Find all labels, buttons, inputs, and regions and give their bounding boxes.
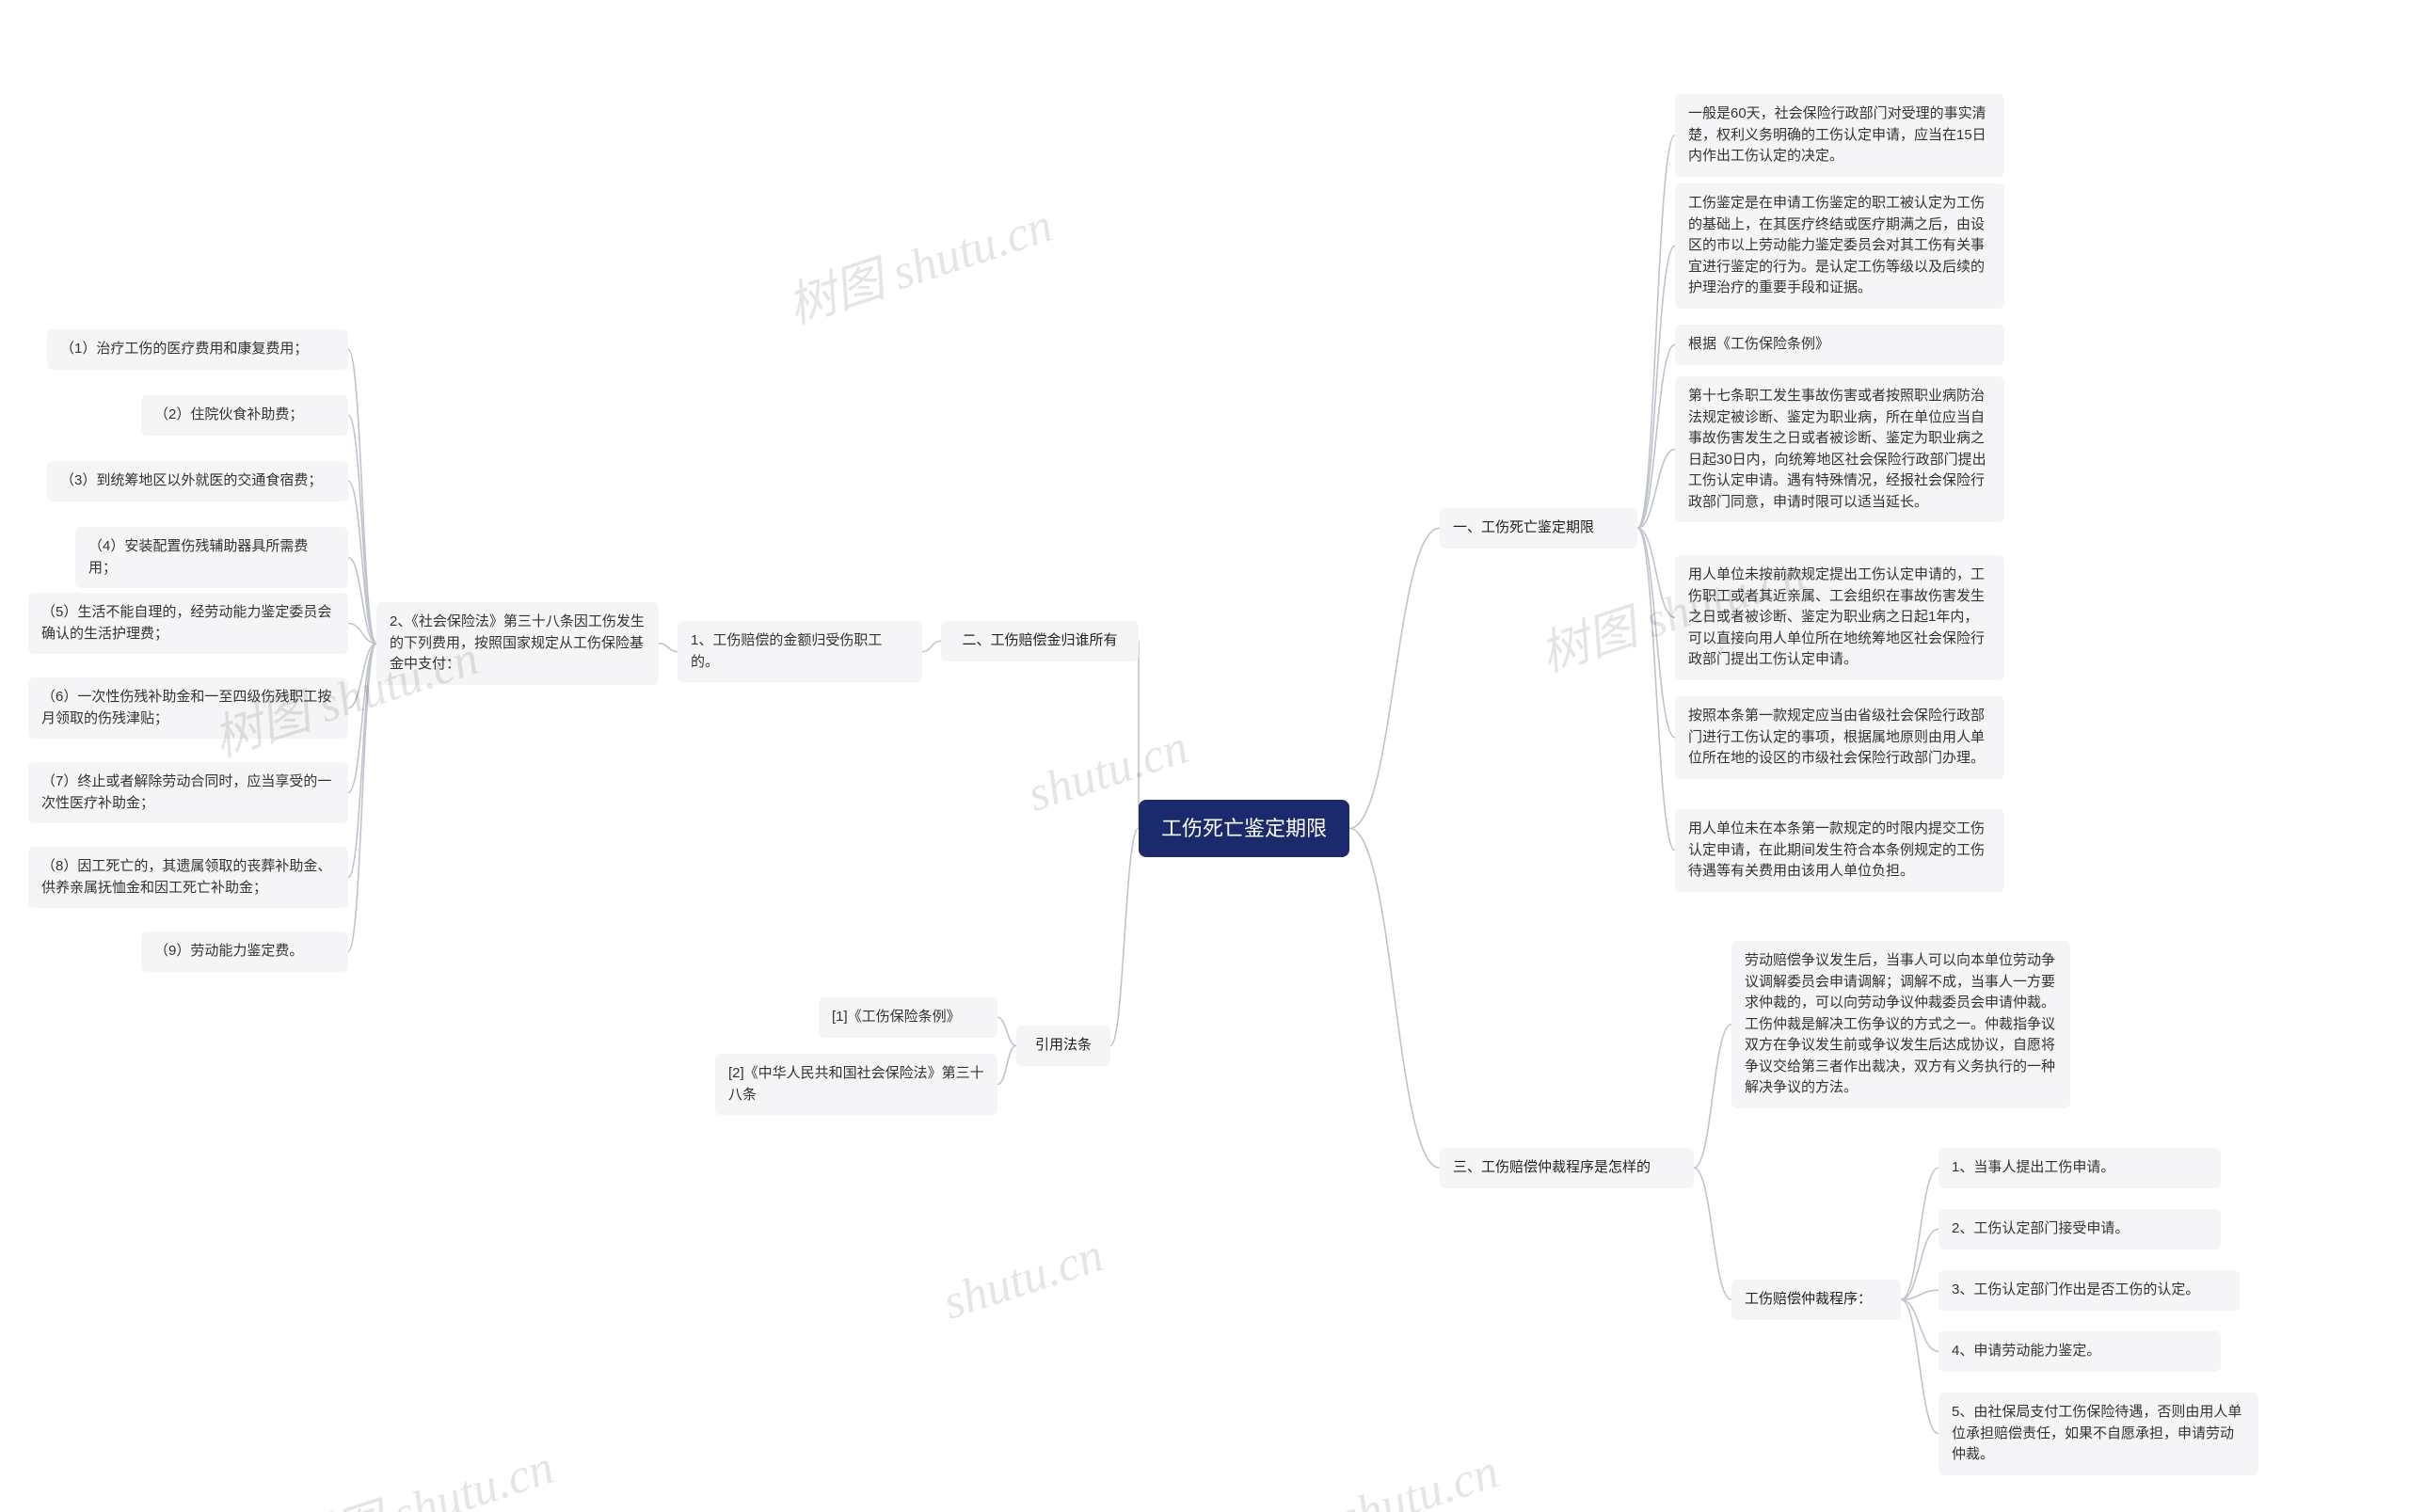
leaf-1-1-label: 工伤鉴定是在申请工伤鉴定的职工被认定为工伤的基础上，在其医疗终结或医疗期满之后，…	[1688, 195, 1985, 295]
leaf-3-1-1: 2、工伤认定部门接受申请。	[1938, 1209, 2221, 1249]
branch-2-label: 二、工伤赔偿金归谁所有	[962, 632, 1117, 648]
branch-3: 三、工伤赔偿仲裁程序是怎样的	[1440, 1148, 1694, 1188]
leaf-3-0-label: 劳动赔偿争议发生后，当事人可以向本单位劳动争议调解委员会申请调解；调解不成，当事…	[1745, 952, 2055, 1095]
leaf-1-3-label: 第十七条职工发生事故伤害或者按照职业病防治法规定被诊断、鉴定为职业病，所在单位应…	[1688, 388, 1986, 510]
leaf-3-1-3-label: 4、申请劳动能力鉴定。	[1952, 1343, 2100, 1359]
leaf-1-0-label: 一般是60天，社会保险行政部门对受理的事实清楚，权利义务明确的工伤认定申请，应当…	[1688, 105, 1986, 164]
leaf-3-1-1-label: 2、工伤认定部门接受申请。	[1952, 1220, 2129, 1236]
leaf-2b-4: （5）生活不能自理的，经劳动能力鉴定委员会确认的生活护理费；	[28, 593, 348, 654]
leaf-1-2: 根据《工伤保险条例》	[1675, 325, 2004, 365]
leaf-2b-5-label: （6）一次性伤残补助金和一至四级伤残职工按月领取的伤残津贴；	[41, 689, 331, 726]
leaf-1-5-label: 按照本条第一款规定应当由省级社会保险行政部门进行工伤认定的事项，根据属地原则由用…	[1688, 708, 1985, 766]
leaf-3-1-3: 4、申请劳动能力鉴定。	[1938, 1331, 2221, 1372]
branch-3-1: 工伤赔偿仲裁程序：	[1731, 1280, 1901, 1320]
leaf-1-2-label: 根据《工伤保险条例》	[1688, 336, 1829, 352]
leaf-2b-6-label: （7）终止或者解除劳动合同时，应当享受的一次性医疗补助金；	[41, 773, 331, 811]
leaf-2b-3-label: （4）安装配置伤残辅助器具所需费用；	[88, 538, 308, 576]
root-label: 工伤死亡鉴定期限	[1161, 817, 1327, 840]
leaf-1-0: 一般是60天，社会保险行政部门对受理的事实清楚，权利义务明确的工伤认定申请，应当…	[1675, 94, 2004, 177]
leaf-2b-1-label: （2）住院伙食补助费；	[154, 406, 303, 422]
branch-ref: 引用法条	[1016, 1026, 1110, 1066]
leaf-3-1-0: 1、当事人提出工伤申请。	[1938, 1148, 2221, 1188]
leaf-ref-1-label: [2]《中华人民共和国社会保险法》第三十八条	[728, 1065, 984, 1103]
leaf-3-1-2-label: 3、工伤认定部门作出是否工伤的认定。	[1952, 1281, 2199, 1297]
leaf-3-1-4: 5、由社保局支付工伤保险待遇，否则由用人单位承担赔偿责任，如果不自愿承担，申请劳…	[1938, 1393, 2258, 1475]
leaf-2b-5: （6）一次性伤残补助金和一至四级伤残职工按月领取的伤残津贴；	[28, 677, 348, 739]
leaf-1-5: 按照本条第一款规定应当由省级社会保险行政部门进行工伤认定的事项，根据属地原则由用…	[1675, 696, 2004, 779]
branch-2-a-label: 1、工伤赔偿的金额归受伤职工的。	[691, 632, 882, 670]
leaf-1-6-label: 用人单位未在本条第一款规定的时限内提交工伤认定申请，在此期间发生符合本条例规定的…	[1688, 820, 1985, 879]
leaf-ref-0-label: [1]《工伤保险条例》	[832, 1009, 961, 1025]
leaf-ref-0: [1]《工伤保险条例》	[819, 997, 997, 1038]
leaf-2b-0-label: （1）治疗工伤的医疗费用和康复费用；	[60, 341, 308, 357]
leaf-1-1: 工伤鉴定是在申请工伤鉴定的职工被认定为工伤的基础上，在其医疗终结或医疗期满之后，…	[1675, 183, 2004, 309]
leaf-2b-4-label: （5）生活不能自理的，经劳动能力鉴定委员会确认的生活护理费；	[41, 604, 331, 642]
branch-2-b: 2、《社会保险法》第三十八条因工伤发生的下列费用，按照国家规定从工伤保险基金中支…	[376, 602, 659, 685]
leaf-3-1-4-label: 5、由社保局支付工伤保险待遇，否则由用人单位承担赔偿责任，如果不自愿承担，申请劳…	[1952, 1404, 2241, 1462]
branch-2-a: 1、工伤赔偿的金额归受伤职工的。	[678, 621, 922, 682]
branch-1-label: 一、工伤死亡鉴定期限	[1453, 519, 1594, 535]
branch-2: 二、工伤赔偿金归谁所有	[941, 621, 1139, 661]
leaf-2b-0: （1）治疗工伤的医疗费用和康复费用；	[47, 329, 348, 370]
leaf-2b-8: （9）劳动能力鉴定费。	[141, 931, 348, 972]
branch-1: 一、工伤死亡鉴定期限	[1440, 508, 1637, 549]
leaf-3-1-2: 3、工伤认定部门作出是否工伤的认定。	[1938, 1270, 2240, 1311]
leaf-1-3: 第十七条职工发生事故伤害或者按照职业病防治法规定被诊断、鉴定为职业病，所在单位应…	[1675, 376, 2004, 522]
branch-ref-label: 引用法条	[1035, 1037, 1092, 1053]
leaf-2b-1: （2）住院伙食补助费；	[141, 395, 348, 436]
leaf-3-1-0-label: 1、当事人提出工伤申请。	[1952, 1159, 2114, 1175]
branch-3-1-label: 工伤赔偿仲裁程序：	[1745, 1291, 1872, 1307]
leaf-3-0: 劳动赔偿争议发生后，当事人可以向本单位劳动争议调解委员会申请调解；调解不成，当事…	[1731, 941, 2070, 1108]
branch-2-b-label: 2、《社会保险法》第三十八条因工伤发生的下列费用，按照国家规定从工伤保险基金中支…	[390, 613, 645, 672]
branch-3-label: 三、工伤赔偿仲裁程序是怎样的	[1453, 1159, 1651, 1175]
leaf-2b-2-label: （3）到统筹地区以外就医的交通食宿费；	[60, 472, 322, 488]
leaf-2b-2: （3）到统筹地区以外就医的交通食宿费；	[47, 461, 348, 501]
leaf-1-6: 用人单位未在本条第一款规定的时限内提交工伤认定申请，在此期间发生符合本条例规定的…	[1675, 809, 2004, 892]
leaf-2b-7: （8）因工死亡的，其遗属领取的丧葬补助金、供养亲属抚恤金和因工死亡补助金；	[28, 847, 348, 908]
leaf-1-4-label: 用人单位未按前款规定提出工伤认定申请的，工伤职工或者其近亲属、工会组织在事故伤害…	[1688, 566, 1985, 667]
leaf-1-4: 用人单位未按前款规定提出工伤认定申请的，工伤职工或者其近亲属、工会组织在事故伤害…	[1675, 555, 2004, 680]
leaf-2b-6: （7）终止或者解除劳动合同时，应当享受的一次性医疗补助金；	[28, 762, 348, 823]
leaf-2b-3: （4）安装配置伤残辅助器具所需费用；	[75, 527, 348, 588]
root-node: 工伤死亡鉴定期限	[1139, 800, 1349, 857]
leaf-ref-1: [2]《中华人民共和国社会保险法》第三十八条	[715, 1054, 997, 1115]
leaf-2b-8-label: （9）劳动能力鉴定费。	[154, 943, 303, 959]
leaf-2b-7-label: （8）因工死亡的，其遗属领取的丧葬补助金、供养亲属抚恤金和因工死亡补助金；	[41, 858, 331, 896]
